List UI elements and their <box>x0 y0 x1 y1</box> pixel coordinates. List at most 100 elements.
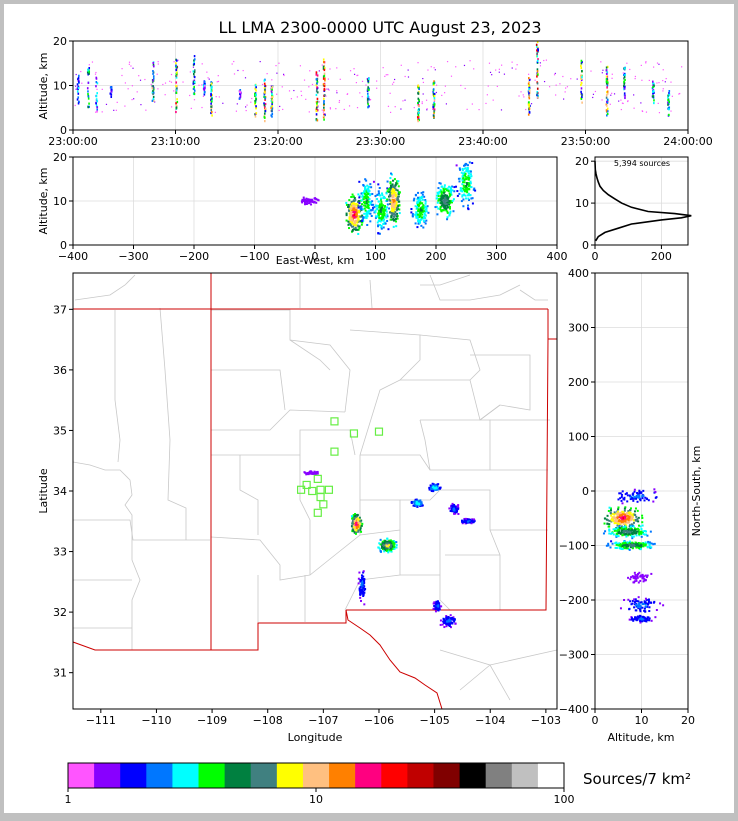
east-west-source <box>354 220 357 223</box>
east-west-source <box>423 195 426 198</box>
time-height-source <box>580 92 583 96</box>
east-west-source <box>469 185 472 188</box>
east-west-source <box>391 212 394 215</box>
time-height-source <box>271 109 273 112</box>
plan-view-source <box>437 605 440 608</box>
east-west-source <box>393 193 396 196</box>
east-west-source <box>385 210 388 213</box>
time-height-source <box>353 73 356 75</box>
east-west-source <box>392 204 395 207</box>
north-south-source <box>623 496 626 499</box>
east-west-source <box>377 200 380 203</box>
time-height-source <box>170 73 173 76</box>
plan-view-source <box>357 519 360 522</box>
lma-station-marker <box>330 417 339 426</box>
plan-view-source <box>357 517 360 520</box>
lma-station-marker <box>374 427 384 436</box>
north-south-source <box>610 540 613 543</box>
time-height-source <box>679 92 681 95</box>
time-height-source <box>536 61 539 64</box>
north-south-source <box>644 574 647 577</box>
time-height-source <box>271 101 274 104</box>
north-south-source <box>628 519 631 522</box>
time-height-source <box>329 108 332 110</box>
east-west-source <box>439 205 442 208</box>
east-west-source <box>442 203 445 206</box>
north-south-source <box>634 573 637 576</box>
time-height-source <box>605 103 608 106</box>
time-height-source <box>96 108 99 111</box>
time-height-source <box>565 87 567 89</box>
east-west-source <box>414 213 417 216</box>
plan-view-source <box>445 615 448 618</box>
east-west-source <box>442 201 445 204</box>
east-west-source <box>443 191 446 194</box>
time-height-source <box>606 86 608 89</box>
plan-view-source <box>417 503 420 506</box>
plan-view-xtick-label: −106 <box>364 714 394 727</box>
plan-view-source <box>354 532 357 535</box>
time-height-source <box>128 61 131 63</box>
east-west-source <box>462 172 465 175</box>
time-height-source <box>366 92 369 95</box>
time-height-source <box>417 86 420 89</box>
plan-view-source <box>415 504 418 507</box>
north-south-source <box>635 515 638 518</box>
north-south-source <box>628 542 631 545</box>
east-west-source <box>472 188 475 191</box>
east-west-source <box>350 211 353 214</box>
time-height-source <box>152 61 155 65</box>
time-height-source <box>464 87 466 90</box>
time-height-source <box>264 120 266 123</box>
east-west-source <box>348 227 351 230</box>
east-west-source <box>380 197 383 200</box>
time-height-source <box>425 99 428 101</box>
east-west-source <box>417 220 420 223</box>
north-south-source <box>645 530 648 533</box>
north-south-source <box>626 521 629 524</box>
time-height-source <box>496 85 498 88</box>
east-west-source <box>443 190 446 193</box>
time-height-source <box>170 81 173 83</box>
plan-view-source <box>392 544 395 547</box>
north-south-source <box>623 509 626 512</box>
time-height-source <box>554 72 556 75</box>
time-height-source <box>528 84 530 87</box>
east-west-source <box>416 215 419 218</box>
east-west-source <box>463 181 466 184</box>
east-west-source <box>351 221 354 224</box>
time-height-source <box>402 100 404 102</box>
time-height-source <box>264 97 267 100</box>
time-height-source <box>407 69 409 71</box>
north-south-source <box>618 542 621 545</box>
north-south-source <box>646 574 649 577</box>
time-height-source <box>528 87 530 91</box>
east-west-source <box>364 185 367 188</box>
time-height-source <box>110 93 113 96</box>
east-west-source <box>390 190 393 193</box>
north-south-source <box>630 532 633 535</box>
north-south-source <box>637 516 640 519</box>
east-west-source <box>459 168 462 171</box>
time-height-source <box>527 113 530 116</box>
time-height-source <box>210 107 213 110</box>
east-west-source <box>458 180 461 183</box>
north-south-source <box>627 576 630 579</box>
north-south-sources <box>602 488 665 624</box>
time-height-source <box>433 111 435 115</box>
north-south-source <box>629 509 632 512</box>
time-height-source <box>357 74 359 76</box>
north-south-source <box>626 500 629 503</box>
east-west-source <box>418 211 421 214</box>
east-west-source <box>356 203 359 206</box>
time-height-source <box>264 85 266 88</box>
time-height-source <box>151 99 154 102</box>
north-south-source <box>617 498 620 501</box>
time-height-source <box>316 109 319 112</box>
north-south-source <box>634 543 637 546</box>
plan-view-source <box>354 523 357 526</box>
east-west-source <box>442 209 445 212</box>
time-height-source <box>290 98 293 100</box>
north-south-source <box>634 518 637 521</box>
east-west-source <box>365 212 368 215</box>
